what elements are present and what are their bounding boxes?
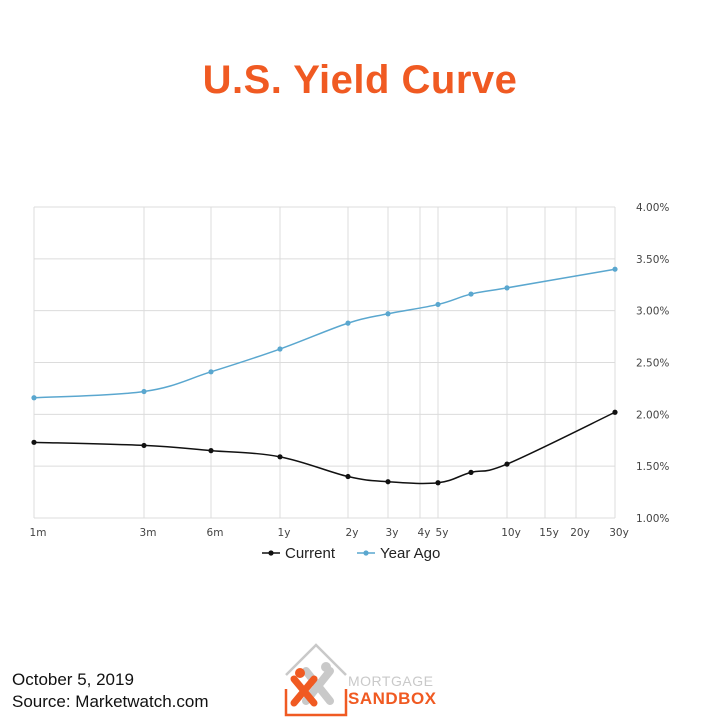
- y-tick-label: 1.00%: [636, 513, 669, 525]
- data-point-year-ago: [208, 369, 214, 375]
- grid-layer: [33, 206, 616, 519]
- house-x-icon: [284, 643, 348, 717]
- legend-year-ago-label: Year Ago: [380, 545, 440, 562]
- footer-date: October 5, 2019: [12, 670, 134, 689]
- data-point-year-ago: [612, 266, 618, 272]
- data-point-year-ago: [435, 301, 441, 308]
- x-tick-label: 20y: [570, 527, 590, 539]
- data-point-year-ago: [31, 395, 37, 401]
- series-line-current: [33, 411, 616, 485]
- logo-text-sandbox: SANDBOX: [348, 689, 437, 708]
- logo-text-mortgage: MORTGAGE: [348, 673, 434, 689]
- data-point-current: [468, 469, 474, 475]
- legend-current-marker: [268, 550, 274, 556]
- mortgage-sandbox-logo: MORTGAGE SANDBOX: [282, 641, 442, 717]
- y-tick-label: 1.50%: [636, 461, 669, 473]
- y-tick-label: 4.00%: [636, 202, 669, 214]
- data-point-year-ago: [468, 291, 474, 297]
- data-point-current: [31, 439, 37, 445]
- x-tick-label: 5y: [436, 527, 449, 539]
- data-point-year-ago: [385, 311, 391, 317]
- x-tick-label: 3y: [386, 527, 399, 539]
- legend-year-ago-marker: [363, 550, 369, 556]
- x-tick-label: 3m: [140, 527, 157, 539]
- data-point-current: [385, 479, 391, 485]
- legend-current-label: Current: [285, 545, 336, 562]
- footer: October 5, 2019 Source: Marketwatch.com: [12, 669, 209, 713]
- data-point-year-ago: [345, 320, 351, 326]
- y-tick-label: 2.00%: [636, 409, 669, 421]
- tick-labels: 1.00% 1.50% 2.00% 2.50% 3.00% 3.50% 4.00% 1m 3m 6…: [30, 202, 670, 539]
- x-tick-label: 30y: [609, 527, 629, 539]
- chart-title: U.S. Yield Curve: [202, 58, 518, 102]
- yield-curve-chart: 1.00% 1.50% 2.00% 2.50% 3.00% 3.50% 4.00% 1m 3m 6…: [30, 202, 670, 562]
- data-point-current: [141, 442, 147, 449]
- data-point-current: [504, 461, 510, 467]
- x-tick-label: 15y: [539, 527, 559, 539]
- x-tick-label: 4y: [418, 527, 431, 539]
- y-tick-label: 3.50%: [636, 254, 669, 266]
- y-tick-label: 3.00%: [636, 306, 669, 318]
- data-point-current: [345, 473, 351, 480]
- x-tick-label: 2y: [346, 527, 359, 539]
- data-point-current: [277, 454, 283, 460]
- x-tick-label: 1y: [278, 527, 291, 539]
- data-point-year-ago: [277, 346, 283, 352]
- data-point-year-ago: [141, 388, 147, 395]
- legend: Current Year Ago: [262, 545, 440, 562]
- footer-source: Source: Marketwatch.com: [12, 692, 209, 711]
- y-tick-label: 2.50%: [636, 358, 669, 370]
- series-layer: [31, 266, 618, 486]
- series-line-year-ago: [33, 268, 616, 399]
- data-point-current: [435, 480, 441, 486]
- x-tick-label: 10y: [501, 527, 521, 539]
- data-point-current: [612, 409, 618, 415]
- x-tick-label: 1m: [30, 527, 47, 539]
- data-point-year-ago: [504, 285, 510, 291]
- data-point-current: [208, 448, 214, 454]
- x-tick-label: 6m: [207, 527, 224, 539]
